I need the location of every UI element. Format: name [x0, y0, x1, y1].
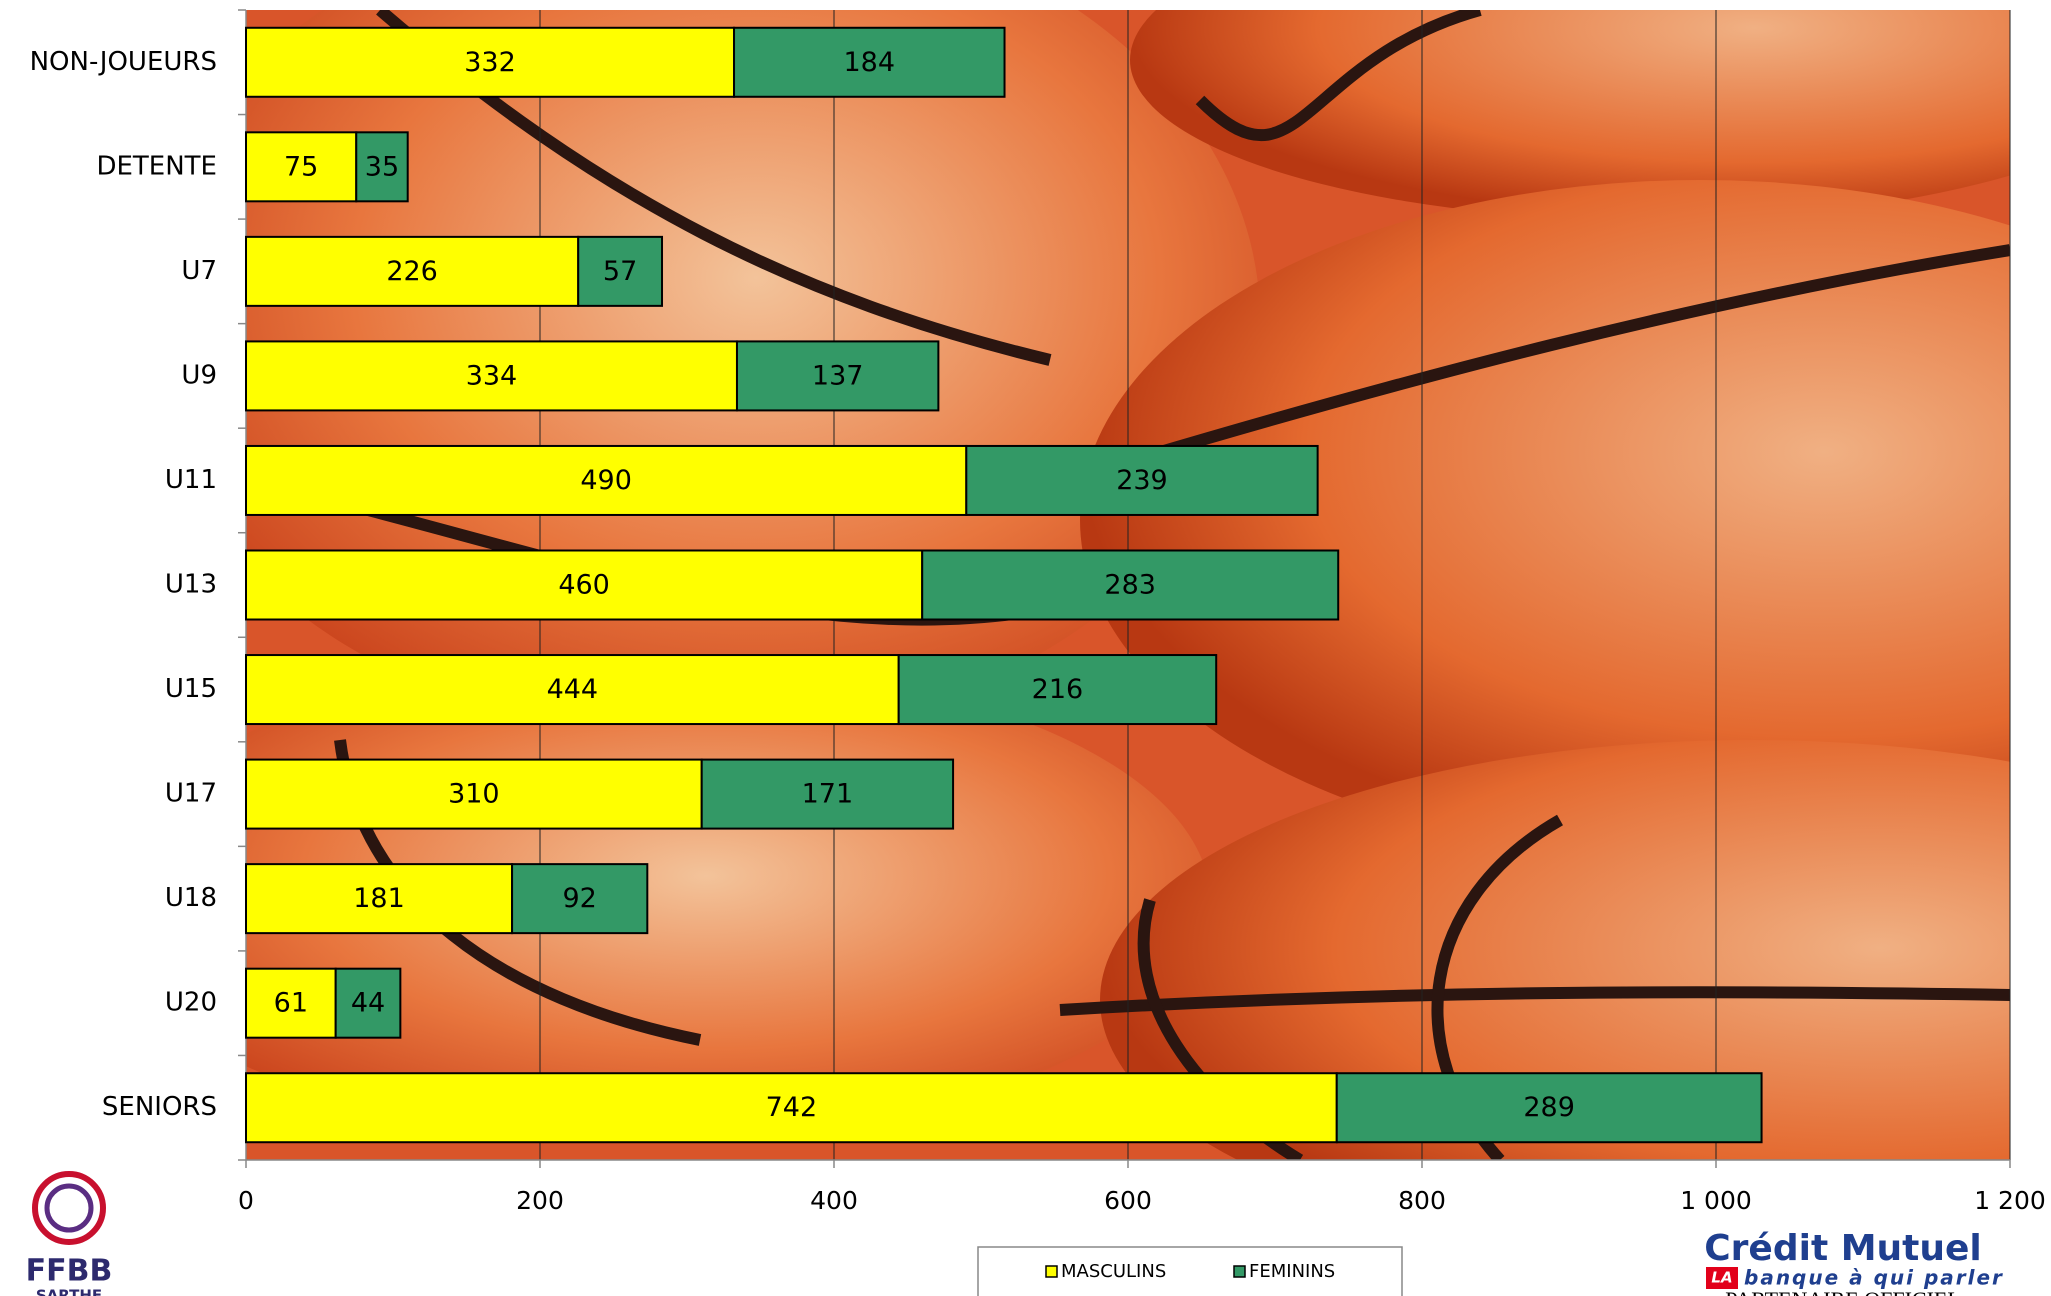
- value-label: 239: [1116, 465, 1168, 496]
- sponsor-badge: LA: [1711, 1269, 1732, 1287]
- category-label: U15: [165, 674, 217, 704]
- legend-swatch: [1045, 1265, 1058, 1278]
- value-label: 184: [844, 47, 896, 78]
- value-label: 44: [351, 988, 385, 1019]
- category-label: U17: [165, 779, 217, 809]
- category-label: U20: [165, 988, 217, 1018]
- value-label: 171: [802, 779, 854, 810]
- category-label: U18: [165, 883, 217, 913]
- value-label: 490: [580, 465, 632, 496]
- bar-segment: [245, 340, 738, 412]
- ffbb-logo: FFBB SARTHE: [26, 1171, 113, 1296]
- bar-segment: [511, 863, 649, 935]
- bar-segment: [245, 444, 968, 516]
- category-label: DETENTE: [96, 151, 217, 181]
- category-label: U9: [181, 360, 217, 390]
- bar-segment: [921, 549, 1340, 621]
- value-label: 137: [812, 360, 864, 391]
- category-label: SENIORS: [102, 1092, 217, 1122]
- sponsor-badge-bg: [1706, 1267, 1738, 1289]
- legend-label: FEMININS: [1249, 1261, 1335, 1282]
- value-label: 289: [1523, 1092, 1575, 1123]
- bar-segment: [1335, 1072, 1763, 1144]
- value-label: 332: [464, 47, 516, 78]
- x-tick-label: 600: [1104, 1186, 1152, 1215]
- plot: 0 200 400 600 800 1 000 1 200 NON-JOUEURS 332 184…: [30, 9, 2046, 1215]
- value-label: 181: [353, 883, 405, 914]
- bar-segment: [965, 444, 1319, 516]
- value-label: 310: [448, 779, 500, 810]
- x-tick-label: 1 200: [1974, 1186, 2046, 1215]
- bar-segment: [245, 235, 580, 307]
- bar-segment: [245, 131, 358, 203]
- value-label: 57: [603, 256, 637, 287]
- legend-box: [977, 1246, 1403, 1296]
- sponsor-logo: Crédit Mutuel LA banque à qui parler PAR…: [1704, 1228, 2004, 1296]
- bar-segment: [245, 549, 924, 621]
- category-label: U7: [181, 256, 217, 286]
- bar-segment: [245, 654, 900, 726]
- sponsor-note: PARTENAIRE OFFICIEL: [1725, 1287, 1961, 1296]
- value-label: 35: [365, 151, 399, 182]
- logo-text: FFBB: [26, 1254, 113, 1289]
- x-tick-label: 400: [810, 1186, 858, 1215]
- bar-segment: [334, 967, 402, 1039]
- value-label: 444: [547, 674, 599, 705]
- value-label: 226: [386, 256, 438, 287]
- bar-segment: [700, 758, 955, 830]
- value-label: 75: [284, 151, 318, 182]
- value-label: 92: [563, 883, 597, 914]
- sponsor-name: Crédit Mutuel: [1704, 1228, 1982, 1269]
- bar-segment: [577, 235, 664, 307]
- logo-text: SARTHE: [36, 1287, 102, 1296]
- legend-label: MASCULINS: [1061, 1261, 1166, 1282]
- x-tick-label: 0: [238, 1186, 254, 1215]
- bar-segment: [245, 1072, 1338, 1144]
- x-tick-label: 800: [1398, 1186, 1446, 1215]
- value-label: 334: [466, 360, 518, 391]
- value-label: 283: [1104, 570, 1156, 601]
- x-tick-label: 1 000: [1680, 1186, 1752, 1215]
- x-tick-label: 200: [516, 1186, 564, 1215]
- bar-segment: [733, 26, 1006, 98]
- value-label: 742: [766, 1092, 818, 1123]
- bar-segment: [355, 131, 409, 203]
- category-label: NON-JOUEURS: [30, 47, 217, 77]
- sponsor-slogan: banque à qui parler: [1744, 1266, 2004, 1290]
- category-label: U11: [165, 465, 217, 495]
- value-label: 460: [558, 570, 610, 601]
- value-label: 61: [274, 988, 308, 1019]
- bar-segment: [245, 26, 736, 98]
- legend-swatch: [1233, 1265, 1246, 1278]
- bar-segment: [735, 340, 940, 412]
- value-label: 216: [1032, 674, 1084, 705]
- bar-segment: [245, 758, 703, 830]
- bar-segment: [897, 654, 1218, 726]
- category-label: U13: [165, 570, 217, 600]
